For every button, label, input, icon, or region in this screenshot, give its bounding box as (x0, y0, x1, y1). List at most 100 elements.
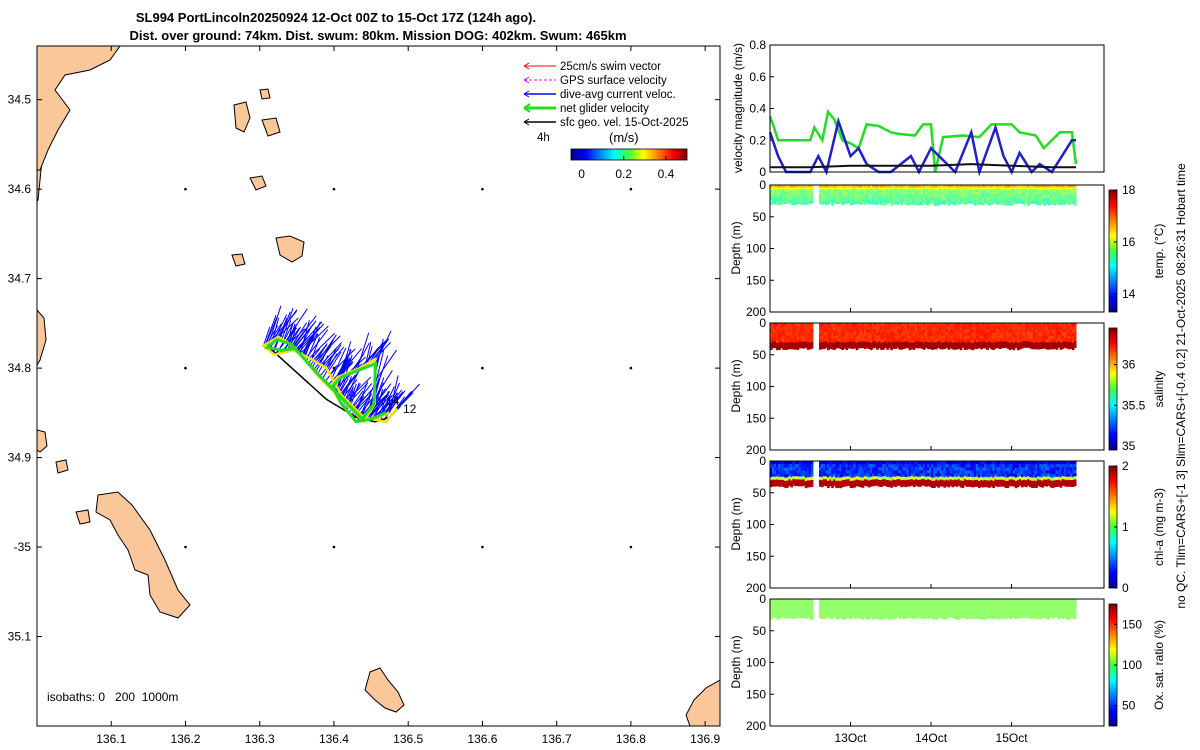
section-cell (839, 329, 842, 334)
section-cell (1051, 194, 1055, 198)
section-cell (890, 601, 893, 605)
section-cell (774, 610, 777, 613)
section-cell (916, 601, 920, 604)
section-cell (1073, 344, 1077, 348)
section-cell (770, 467, 773, 472)
section-cell (872, 201, 875, 205)
section-cell (1035, 335, 1038, 340)
section-cell (892, 194, 895, 197)
section-cell (1039, 601, 1042, 605)
section-cell (916, 197, 920, 201)
section-cell (925, 613, 928, 616)
section-cell (792, 332, 795, 337)
current-vector (365, 341, 372, 365)
section-cell (847, 341, 851, 346)
section-cell (1053, 464, 1057, 468)
section-cell (918, 341, 922, 346)
section-cell (906, 335, 910, 339)
section-cell (1004, 329, 1008, 333)
section-cell (916, 194, 920, 198)
section-cell (867, 189, 871, 193)
section-cell (939, 610, 942, 614)
section-cell (863, 470, 867, 474)
section-cell (935, 335, 938, 340)
section-cell (853, 187, 857, 191)
section-cell (884, 199, 887, 203)
section-cell (1069, 470, 1073, 475)
section-cell (847, 338, 851, 343)
section-cell (904, 187, 908, 191)
section-cell (786, 483, 789, 488)
section-cell (847, 610, 851, 614)
section-cell (1029, 610, 1032, 614)
section-cell (1067, 339, 1071, 343)
section-cell (986, 467, 989, 472)
section-cell (1025, 608, 1028, 611)
section-cell (1010, 202, 1014, 206)
section-cell (774, 601, 777, 604)
section-cell (857, 613, 861, 617)
land-small-west (37, 429, 48, 453)
section-cell (892, 341, 895, 346)
section-cell (982, 464, 985, 468)
section-cell (780, 201, 783, 205)
section-cell (984, 611, 987, 615)
section-cell (953, 611, 957, 615)
section-cell (833, 196, 836, 199)
section-cell (1037, 326, 1040, 330)
section-cell (971, 326, 975, 331)
section-cell (906, 185, 910, 189)
section-cell (878, 200, 881, 204)
section-cell (992, 477, 995, 482)
section-cell (1033, 185, 1036, 188)
section-cell (829, 329, 832, 334)
section-cell (1059, 346, 1063, 350)
section-cell (859, 467, 863, 472)
section-cell (1031, 606, 1034, 610)
section-cell (1006, 192, 1010, 196)
section-cell (1008, 608, 1012, 612)
section-cell (1022, 323, 1026, 327)
section-cell (937, 613, 940, 617)
section-cell (1012, 323, 1016, 327)
section-cell (841, 601, 844, 605)
section-cell (827, 464, 830, 469)
section-cell (920, 341, 924, 346)
section-cell (878, 187, 881, 191)
section-cell (1020, 323, 1024, 327)
section-cell (835, 194, 838, 198)
section-cell (890, 483, 893, 488)
current-vector (374, 388, 384, 420)
section-cell (931, 196, 934, 199)
section-cell (920, 338, 924, 343)
section-cell (796, 615, 800, 618)
section-cell (790, 610, 793, 614)
section-cell (847, 476, 851, 480)
section-cell (965, 326, 969, 331)
section-cell (929, 605, 932, 609)
section-cell (967, 345, 971, 349)
section-cell (831, 192, 834, 196)
section-cell (1061, 192, 1065, 196)
section-cell (896, 479, 900, 483)
section-cell (1055, 461, 1059, 465)
section-cell (867, 194, 871, 198)
section-cell (770, 483, 773, 488)
section-cell (992, 189, 995, 193)
section-cell (1067, 467, 1071, 471)
section-cell (849, 480, 853, 485)
section-cell (819, 476, 822, 481)
section-cell (874, 603, 877, 607)
section-cell (865, 335, 869, 340)
section-cell (821, 326, 824, 330)
section-cell (998, 461, 1002, 465)
section-cell (1037, 464, 1040, 468)
section-cell (863, 603, 867, 607)
section-cell (772, 482, 775, 487)
section-cell (918, 202, 922, 205)
section-cell (870, 333, 873, 337)
section-cell (886, 326, 889, 331)
section-cell (906, 615, 910, 619)
section-cell (916, 473, 920, 478)
section-cell (939, 470, 942, 474)
